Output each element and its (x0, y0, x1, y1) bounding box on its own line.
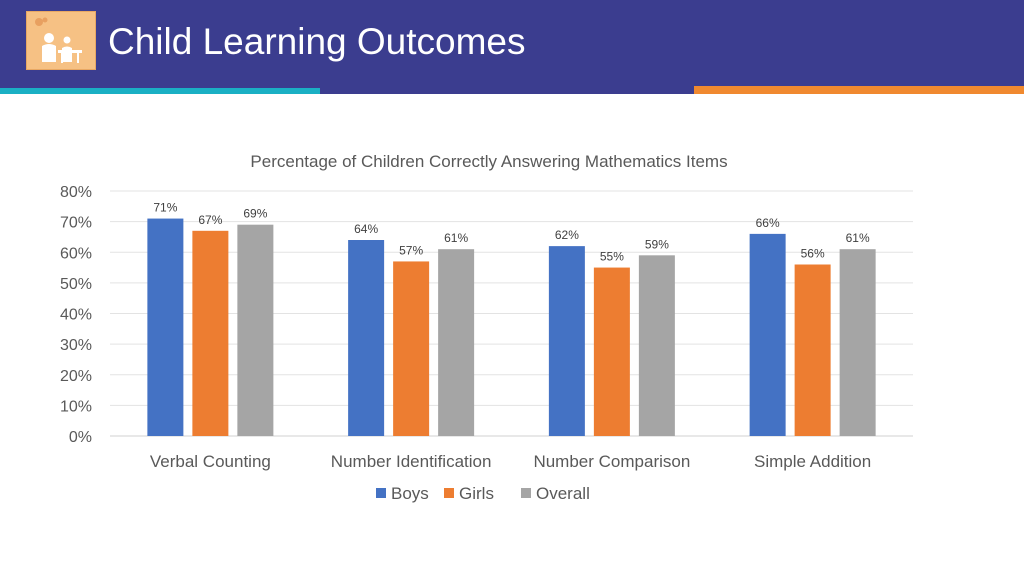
bar-overall (237, 224, 274, 436)
y-tick-label: 0% (69, 429, 92, 446)
legend-label-overall: Overall (536, 484, 590, 503)
data-label: 62% (555, 228, 579, 242)
legend-swatch-girls (444, 488, 454, 498)
bar-girls (593, 267, 630, 436)
data-label: 64% (354, 222, 378, 236)
y-tick-label: 80% (60, 184, 92, 201)
chart-title: Percentage of Children Correctly Answeri… (250, 152, 727, 171)
legend-label-boys: Boys (391, 484, 429, 503)
data-label: 57% (399, 243, 423, 257)
bar-boys (348, 240, 385, 436)
bar-overall (638, 255, 675, 436)
bar-overall (438, 249, 475, 436)
y-tick-label: 60% (60, 245, 92, 262)
page-title: Child Learning Outcomes (108, 21, 526, 62)
y-tick-label: 10% (60, 398, 92, 415)
x-tick-label: Number Comparison (533, 452, 690, 471)
bar-boys (147, 218, 184, 436)
data-label: 71% (153, 201, 177, 215)
y-tick-label: 50% (60, 276, 92, 293)
bar-girls (794, 264, 831, 436)
legend-swatch-boys (376, 488, 386, 498)
data-label: 69% (243, 207, 267, 221)
data-label: 66% (756, 216, 780, 230)
data-label: 56% (801, 247, 825, 261)
data-label: 61% (846, 231, 870, 245)
data-label: 59% (645, 237, 669, 251)
legend-swatch-overall (521, 488, 531, 498)
bar-girls (192, 230, 229, 436)
child-study-icon (26, 11, 96, 70)
header-bar (0, 0, 1024, 88)
header-accent-orange (694, 86, 1024, 94)
x-tick-label: Number Identification (331, 452, 492, 471)
bar-boys (749, 233, 786, 436)
y-tick-label: 30% (60, 337, 92, 354)
bar-girls (393, 261, 430, 436)
y-tick-label: 20% (60, 368, 92, 385)
data-label: 61% (444, 231, 468, 245)
y-tick-label: 40% (60, 307, 92, 324)
x-tick-label: Simple Addition (754, 452, 871, 471)
header-accent-teal (0, 88, 320, 94)
y-tick-label: 70% (60, 215, 92, 232)
data-label: 67% (198, 213, 222, 227)
bar-overall (839, 249, 876, 436)
legend-label-girls: Girls (459, 484, 494, 503)
bar-boys (548, 246, 585, 436)
header-accent-navy (320, 88, 694, 94)
data-label: 55% (600, 250, 624, 264)
x-tick-label: Verbal Counting (150, 452, 271, 471)
